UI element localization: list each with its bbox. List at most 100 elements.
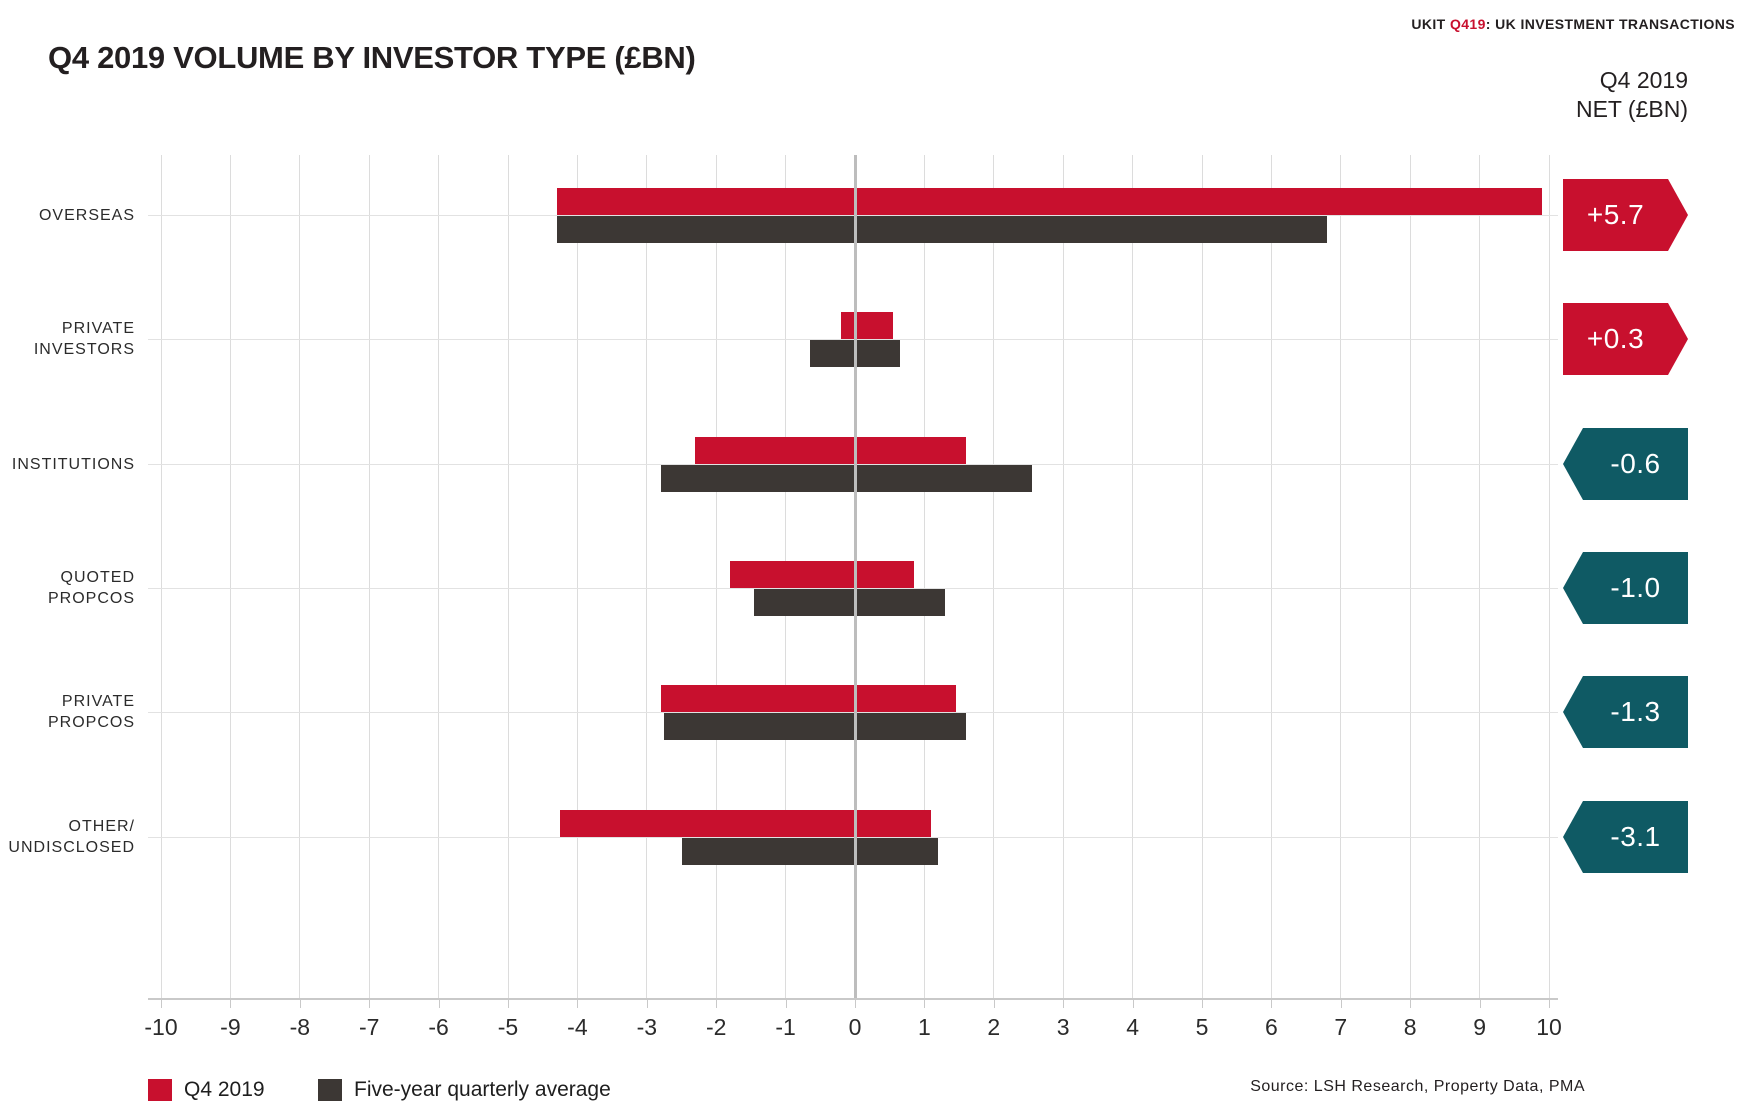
category-label-line: UNDISCLOSED xyxy=(8,839,135,856)
x-axis-tick xyxy=(716,1000,718,1008)
x-axis-tick xyxy=(993,1000,995,1008)
category-label-line: PRIVATE xyxy=(61,320,135,337)
x-axis-tick xyxy=(1063,1000,1065,1008)
x-axis-tick xyxy=(438,1000,440,1008)
x-axis-tick xyxy=(508,1000,509,1008)
x-axis-tick xyxy=(924,1000,926,1008)
x-axis-tick xyxy=(1479,1000,1481,1008)
category-label-line: QUOTED xyxy=(60,569,135,586)
bar-q4-2019 xyxy=(730,561,914,588)
bar-five-year-average xyxy=(660,465,1032,492)
x-axis-tick xyxy=(1132,1000,1134,1008)
gridline xyxy=(576,155,578,998)
tagline-suffix: : UK INVESTMENT TRANSACTIONS xyxy=(1485,16,1735,32)
row-baseline xyxy=(148,837,1558,838)
bar-q4-2019 xyxy=(660,685,956,712)
category-label: INSTITUTIONS xyxy=(0,454,135,475)
x-axis-line xyxy=(148,998,1558,1000)
category-label: PRIVATE INVESTORS xyxy=(0,318,135,360)
x-axis-tick xyxy=(577,1000,579,1008)
gridline xyxy=(229,155,231,998)
bar-q4-2019 xyxy=(695,437,967,464)
x-axis-tick xyxy=(1549,1000,1550,1008)
gridline xyxy=(1270,155,1272,998)
net-badge: +5.7 xyxy=(1563,179,1688,251)
gridline xyxy=(507,155,509,998)
x-axis-tick-label: -8 xyxy=(289,1014,311,1040)
x-axis-tick xyxy=(1410,1000,1412,1008)
x-axis-tick-label: 10 xyxy=(1536,1014,1562,1040)
bar-five-year-average xyxy=(556,216,1327,243)
x-axis-tick-label: 5 xyxy=(1195,1014,1209,1040)
row-baseline xyxy=(148,464,1558,465)
category-label-line: OTHER/ xyxy=(68,818,135,835)
x-axis-tick xyxy=(855,1000,856,1008)
x-axis-tick-label: -3 xyxy=(636,1014,658,1040)
category-label: QUOTED PROPCOS xyxy=(0,567,135,609)
x-axis-tick-label: -7 xyxy=(358,1014,380,1040)
x-axis-tick-label: -10 xyxy=(144,1014,178,1040)
x-axis-tick-label: -4 xyxy=(567,1014,588,1040)
x-axis-tick xyxy=(1202,1000,1203,1008)
x-axis-tick-label: -9 xyxy=(220,1014,241,1040)
x-axis-tick-label: -1 xyxy=(775,1014,796,1040)
net-header-line1: Q4 2019 xyxy=(1599,67,1688,93)
gridline xyxy=(646,155,648,998)
x-axis-tick xyxy=(646,1000,648,1008)
net-badge-value: -0.6 xyxy=(1610,448,1661,479)
x-axis-tick xyxy=(1271,1000,1273,1008)
x-axis-tick xyxy=(785,1000,787,1008)
row-baseline xyxy=(148,588,1558,589)
bar-five-year-average xyxy=(664,713,967,740)
chart-title: Q4 2019 VOLUME BY INVESTOR TYPE (£BN) xyxy=(48,40,696,75)
net-header-line2: NET (£BN) xyxy=(1575,96,1688,122)
category-label-line: INVESTORS xyxy=(33,341,135,358)
net-badge-value: +5.7 xyxy=(1586,199,1645,230)
net-badge: +0.3 xyxy=(1563,303,1688,375)
gridline xyxy=(299,155,301,998)
gridline xyxy=(1479,155,1481,998)
x-axis-tick-label: 4 xyxy=(1126,1014,1139,1040)
x-axis-tick-label: 2 xyxy=(987,1014,1001,1040)
tagline-quarter: Q419 xyxy=(1449,16,1486,32)
category-label: PRIVATE PROPCOS xyxy=(0,691,135,733)
gridline xyxy=(715,155,717,998)
tagline-prefix: UKIT xyxy=(1411,16,1450,32)
x-axis-tick-label: -2 xyxy=(705,1014,727,1040)
bar-q4-2019 xyxy=(556,188,1543,215)
x-axis-tick-label: 6 xyxy=(1264,1014,1278,1040)
gridline xyxy=(1201,155,1203,998)
row-baseline xyxy=(148,712,1558,713)
bar-five-year-average xyxy=(681,838,939,865)
net-badge-value: -1.3 xyxy=(1610,696,1661,727)
category-label: OTHER/UNDISCLOSED xyxy=(0,816,135,858)
gridline xyxy=(160,155,162,998)
net-badge: -1.3 xyxy=(1563,676,1688,748)
category-label-line: PROPCOS xyxy=(47,714,135,731)
net-badge: -1.0 xyxy=(1563,552,1688,624)
bar-five-year-average xyxy=(754,589,946,616)
bar-q4-2019 xyxy=(841,312,894,339)
report-tagline: UKIT Q419: UK INVESTMENT TRANSACTIONS xyxy=(1411,16,1735,32)
gridline xyxy=(1062,155,1064,998)
zero-gridline xyxy=(853,155,857,998)
net-badge: -3.1 xyxy=(1563,801,1688,873)
row-baseline xyxy=(148,215,1558,216)
source-attribution: Source: LSH Research, Property Data, PMA xyxy=(1250,1078,1585,1095)
gridline xyxy=(1548,155,1550,998)
x-axis-tick-label: 1 xyxy=(917,1014,931,1040)
gridline xyxy=(438,155,440,998)
x-axis-tick xyxy=(161,1000,162,1008)
net-badge-value: -1.0 xyxy=(1610,572,1661,603)
net-badge: -0.6 xyxy=(1563,428,1688,500)
net-column-header: Q4 2019 NET (£BN) xyxy=(1576,66,1688,124)
x-axis-tick-label: 7 xyxy=(1334,1014,1348,1040)
category-label: OVERSEAS xyxy=(0,205,135,226)
x-axis-tick xyxy=(1340,1000,1342,1008)
gridline xyxy=(1340,155,1342,998)
x-axis-tick xyxy=(299,1000,301,1008)
x-axis-tick-label: -6 xyxy=(428,1014,449,1040)
bar-q4-2019 xyxy=(560,810,932,837)
gridline xyxy=(1409,155,1411,998)
